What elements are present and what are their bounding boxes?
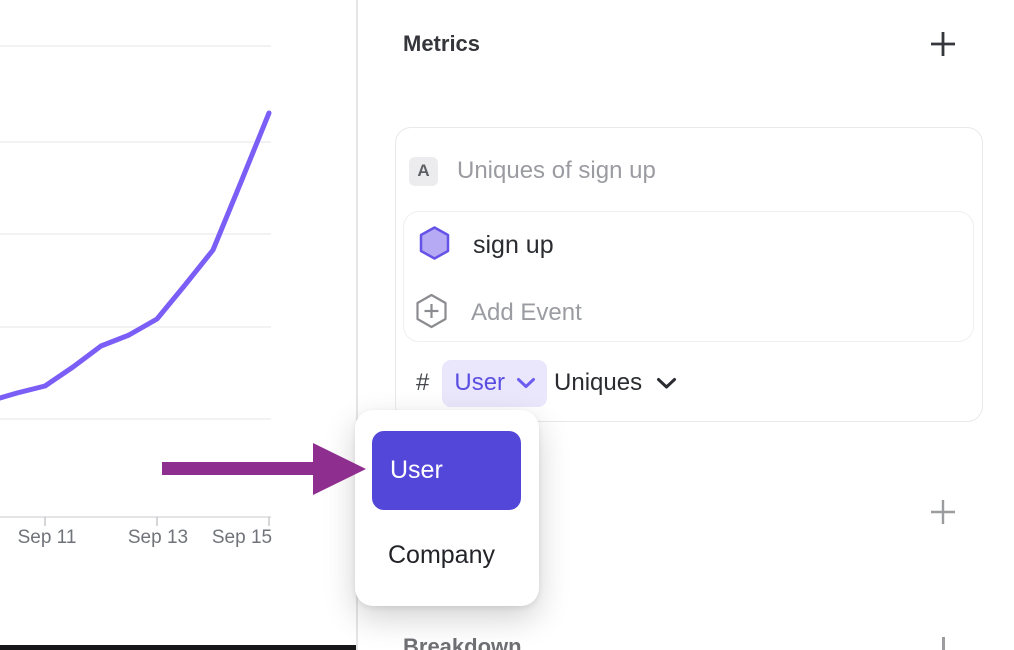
x-axis-labels: Sep 11 Sep 13 Sep 15 xyxy=(0,527,357,553)
entity-type-select[interactable]: User xyxy=(442,359,548,407)
metric-card: A Uniques of sign up sign up xyxy=(395,127,983,422)
line-chart-area: Sep 11 Sep 13 Sep 15 xyxy=(0,0,357,650)
panel-divider xyxy=(356,0,358,650)
dropdown-option-user[interactable]: User xyxy=(372,431,521,510)
plus-icon xyxy=(930,31,956,57)
breakdown-section-title: Breakdown xyxy=(403,634,522,650)
metric-label-row: A Uniques of sign up xyxy=(409,156,656,186)
x-axis-label: Sep 13 xyxy=(127,527,189,548)
x-axis-label: Sep 15 xyxy=(211,527,273,548)
count-symbol: # xyxy=(416,369,430,396)
dropdown-option-company[interactable]: Company xyxy=(388,540,495,569)
add-event-button[interactable]: Add Event xyxy=(415,293,582,334)
add-filter-button[interactable] xyxy=(930,499,956,525)
add-event-hexagon-plus-icon xyxy=(415,293,448,334)
annotation-arrow xyxy=(162,443,366,495)
event-card: sign up Add Event xyxy=(403,211,974,342)
chevron-down-icon xyxy=(642,377,677,390)
window-bottom-edge xyxy=(0,645,356,650)
event-row-signup[interactable]: sign up xyxy=(419,225,554,265)
measure-row: # User Uniques xyxy=(416,359,677,407)
metric-letter-badge: A xyxy=(409,156,438,186)
entity-type-dropdown: User Company xyxy=(355,410,539,606)
event-hexagon-icon xyxy=(419,225,450,265)
entity-type-value: User xyxy=(454,369,506,396)
measure-type-select[interactable]: Uniques xyxy=(554,360,677,407)
add-breakdown-button-partial[interactable] xyxy=(942,637,945,650)
plus-icon xyxy=(930,499,956,525)
signup-line-chart xyxy=(0,45,272,526)
chevron-down-icon xyxy=(505,377,536,390)
metrics-section-title: Metrics xyxy=(403,31,481,56)
arrow-shape xyxy=(162,443,366,495)
metric-name-label: Uniques of sign up xyxy=(457,157,656,184)
event-name-label: sign up xyxy=(473,230,554,259)
x-axis-label: Sep 11 xyxy=(17,527,77,548)
add-event-label: Add Event xyxy=(471,299,582,326)
measure-type-value: Uniques xyxy=(554,369,643,396)
add-metric-button[interactable] xyxy=(930,31,956,57)
